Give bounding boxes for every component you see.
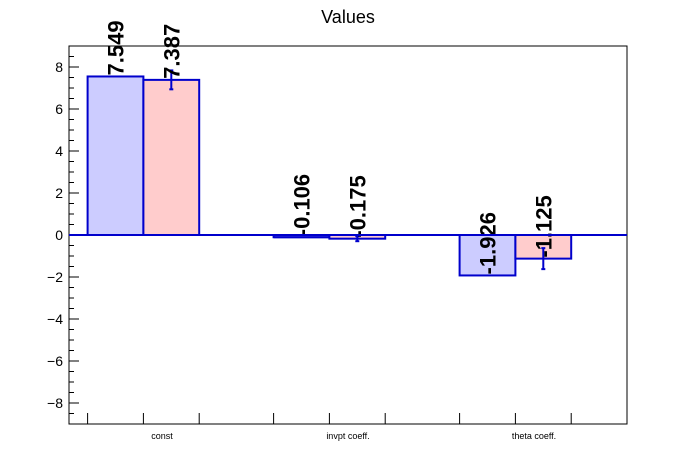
- data-label: -0.175: [345, 175, 370, 237]
- y-tick-label: −8: [47, 395, 63, 411]
- bar: [458, 234, 517, 277]
- data-label: -1.125: [531, 195, 556, 257]
- y-tick-label: −4: [47, 311, 63, 327]
- x-category-label: const: [151, 431, 173, 441]
- y-tick-label: 8: [55, 59, 63, 75]
- plot-area: −8 −6 −4 −2 0 2 4 6 8 const invpt coeff. theta coef…: [47, 20, 628, 441]
- data-label: -0.106: [290, 174, 315, 236]
- x-category-label: invpt coeff.: [326, 431, 369, 441]
- bar: [142, 78, 201, 236]
- y-tick-label: −6: [47, 353, 63, 369]
- y-tick-label: 4: [55, 143, 63, 159]
- y-tick-label: 6: [55, 101, 63, 117]
- x-category-label: theta coeff.: [512, 431, 556, 441]
- y-tick-label: 2: [55, 185, 63, 201]
- data-label: 7.387: [159, 24, 184, 79]
- bar: [86, 75, 145, 237]
- y-tick-label: −2: [47, 269, 63, 285]
- y-tick-label: 0: [55, 227, 63, 243]
- chart-title: Values: [321, 7, 375, 27]
- data-label: -1.926: [476, 212, 501, 274]
- data-label: 7.549: [104, 20, 129, 75]
